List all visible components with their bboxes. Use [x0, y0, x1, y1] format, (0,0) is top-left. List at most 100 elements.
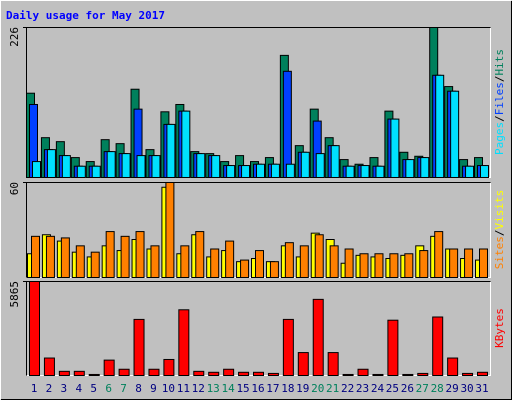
x-tick-label: 11: [177, 382, 190, 395]
legend-entry: Files: [493, 82, 506, 115]
bar: [61, 155, 71, 179]
x-tick-label: 21: [326, 382, 339, 395]
bar: [241, 165, 251, 179]
legend: Sites/Visits: [493, 190, 506, 270]
x-tick-label: 28: [431, 382, 444, 395]
bar: [284, 242, 294, 279]
legend-separator: /: [493, 76, 506, 83]
x-tick-label: 30: [460, 382, 473, 395]
legend-entry: Pages: [493, 122, 506, 155]
bar: [105, 231, 115, 278]
bar: [133, 318, 145, 376]
bar: [282, 318, 294, 376]
y-tick-label: 5865: [8, 281, 21, 308]
bar: [405, 159, 415, 179]
legend-entry: Visits: [493, 190, 506, 230]
x-tick-label: 3: [61, 382, 68, 395]
legend: KBytes: [493, 308, 506, 348]
bar: [360, 165, 370, 179]
bar: [465, 165, 475, 178]
bar: [103, 359, 115, 376]
bar: [359, 253, 369, 278]
bar: [31, 235, 40, 278]
bar: [300, 151, 310, 179]
bar: [223, 368, 235, 376]
y-tick-label: 226: [8, 27, 21, 47]
bar: [178, 309, 190, 376]
x-tick-label: 17: [266, 382, 279, 395]
bar: [165, 182, 175, 278]
bar: [375, 165, 385, 178]
bar: [46, 149, 56, 179]
bar: [299, 245, 309, 278]
bar: [419, 250, 429, 278]
legend-separator: /: [493, 230, 506, 237]
bar: [225, 240, 235, 278]
bar: [151, 155, 161, 179]
bar: [76, 165, 86, 178]
bar: [342, 373, 354, 376]
bar: [118, 368, 130, 376]
x-tick-label: 31: [475, 382, 488, 395]
bar: [193, 370, 205, 377]
bar: [120, 235, 130, 278]
bar: [402, 373, 414, 376]
x-tick-label: 4: [75, 382, 82, 395]
bar: [75, 245, 85, 278]
bar: [434, 231, 444, 278]
bar: [464, 248, 474, 278]
bar: [181, 110, 191, 178]
bar: [180, 245, 190, 278]
bar: [330, 145, 340, 178]
x-tick-label: 18: [281, 382, 294, 395]
legend-entry: Hits: [493, 49, 506, 76]
x-tick-label: 24: [371, 382, 385, 395]
bar: [417, 372, 429, 376]
bar: [480, 165, 489, 179]
bar: [312, 298, 324, 377]
bar: [344, 248, 354, 278]
bar: [267, 372, 279, 376]
bar: [297, 352, 309, 377]
x-tick-label: 9: [150, 382, 157, 395]
bar: [270, 163, 280, 178]
x-tick-label: 7: [120, 382, 127, 395]
bar: [315, 153, 325, 179]
bar: [32, 161, 41, 179]
bar: [450, 90, 460, 178]
x-tick-label: 10: [162, 382, 175, 395]
bar: [210, 248, 220, 278]
bar: [432, 316, 444, 376]
x-tick-label: 12: [192, 382, 205, 395]
x-tick-label: 13: [207, 382, 220, 395]
bar: [462, 372, 474, 376]
bar: [195, 231, 205, 278]
bar: [327, 352, 339, 377]
bar: [479, 248, 488, 278]
panel: [26, 27, 491, 178]
bar: [345, 165, 355, 178]
bar: [404, 253, 414, 278]
bar: [269, 261, 279, 278]
x-tick-label: 26: [401, 382, 414, 395]
x-tick-label: 19: [296, 382, 309, 395]
x-tick-label: 27: [416, 382, 429, 395]
x-tick-label: 14: [222, 382, 236, 395]
bar: [45, 235, 55, 278]
bar: [211, 155, 221, 179]
bar: [477, 371, 488, 377]
x-tick-label: 22: [341, 382, 354, 395]
bar: [73, 370, 85, 377]
x-tick-label: 23: [356, 382, 369, 395]
x-tick-label: 5: [90, 382, 97, 395]
bar: [285, 163, 295, 178]
bar: [357, 368, 369, 376]
bar: [329, 245, 339, 278]
legend-entry: Sites: [493, 236, 506, 269]
bar: [390, 118, 400, 178]
bar: [150, 245, 160, 278]
legend-entry: KBytes: [493, 308, 506, 348]
x-tick-label: 2: [46, 382, 53, 395]
bar: [166, 123, 176, 178]
